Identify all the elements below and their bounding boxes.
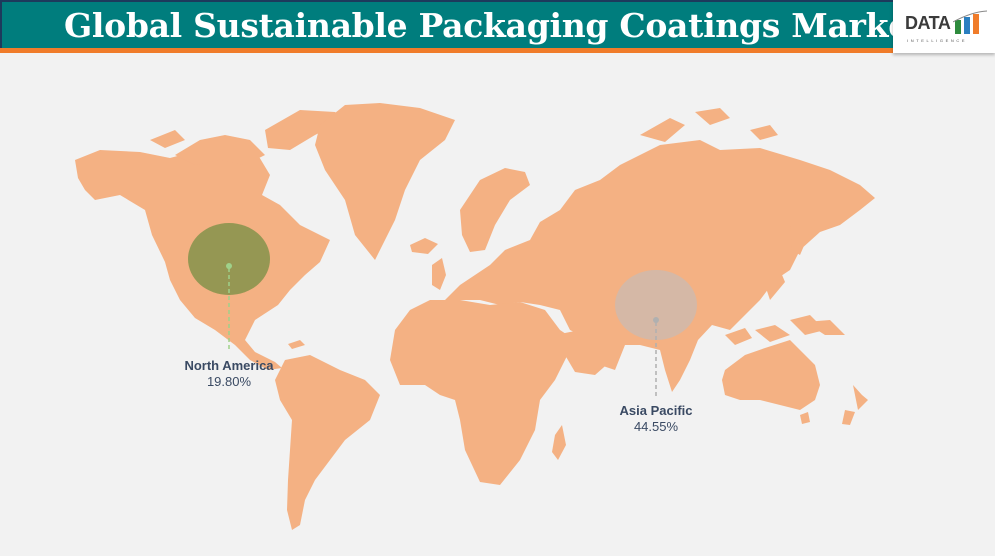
region-value: 44.55% [633,419,679,434]
logo-subtext: INTELLIGENCE [907,38,968,43]
asia-pacific-label: Asia Pacific 44.55% [600,403,712,435]
logo-text: DATA [905,13,951,33]
title-accent-bar [0,48,893,53]
continents [75,103,875,530]
greenland-landmass [315,103,455,260]
eurasia-landmass [445,140,875,392]
title-banner: Global Sustainable Packaging Coatings Ma… [0,0,924,48]
world-map [75,103,875,530]
company-logo: DATA INTELLIGENCE [893,0,995,53]
north-america-bubble [188,223,270,295]
region-value: 19.80% [206,374,252,389]
south-america-landmass [275,355,380,530]
north-america-marker[interactable] [188,223,270,350]
africa-landmass [390,300,575,485]
region-name: Asia Pacific [619,403,693,418]
australia-landmass [722,340,820,410]
asia-pacific-marker-dot [653,317,659,323]
asia-pacific-bubble [615,270,697,340]
asia-pacific-marker[interactable] [615,270,697,398]
north-america-marker-dot [226,263,232,269]
region-name: North America [184,358,274,373]
page-title: Global Sustainable Packaging Coatings Ma… [64,6,924,45]
north-america-label: North America 19.80% [170,358,288,390]
bar-chart-logo-icon [953,10,988,34]
